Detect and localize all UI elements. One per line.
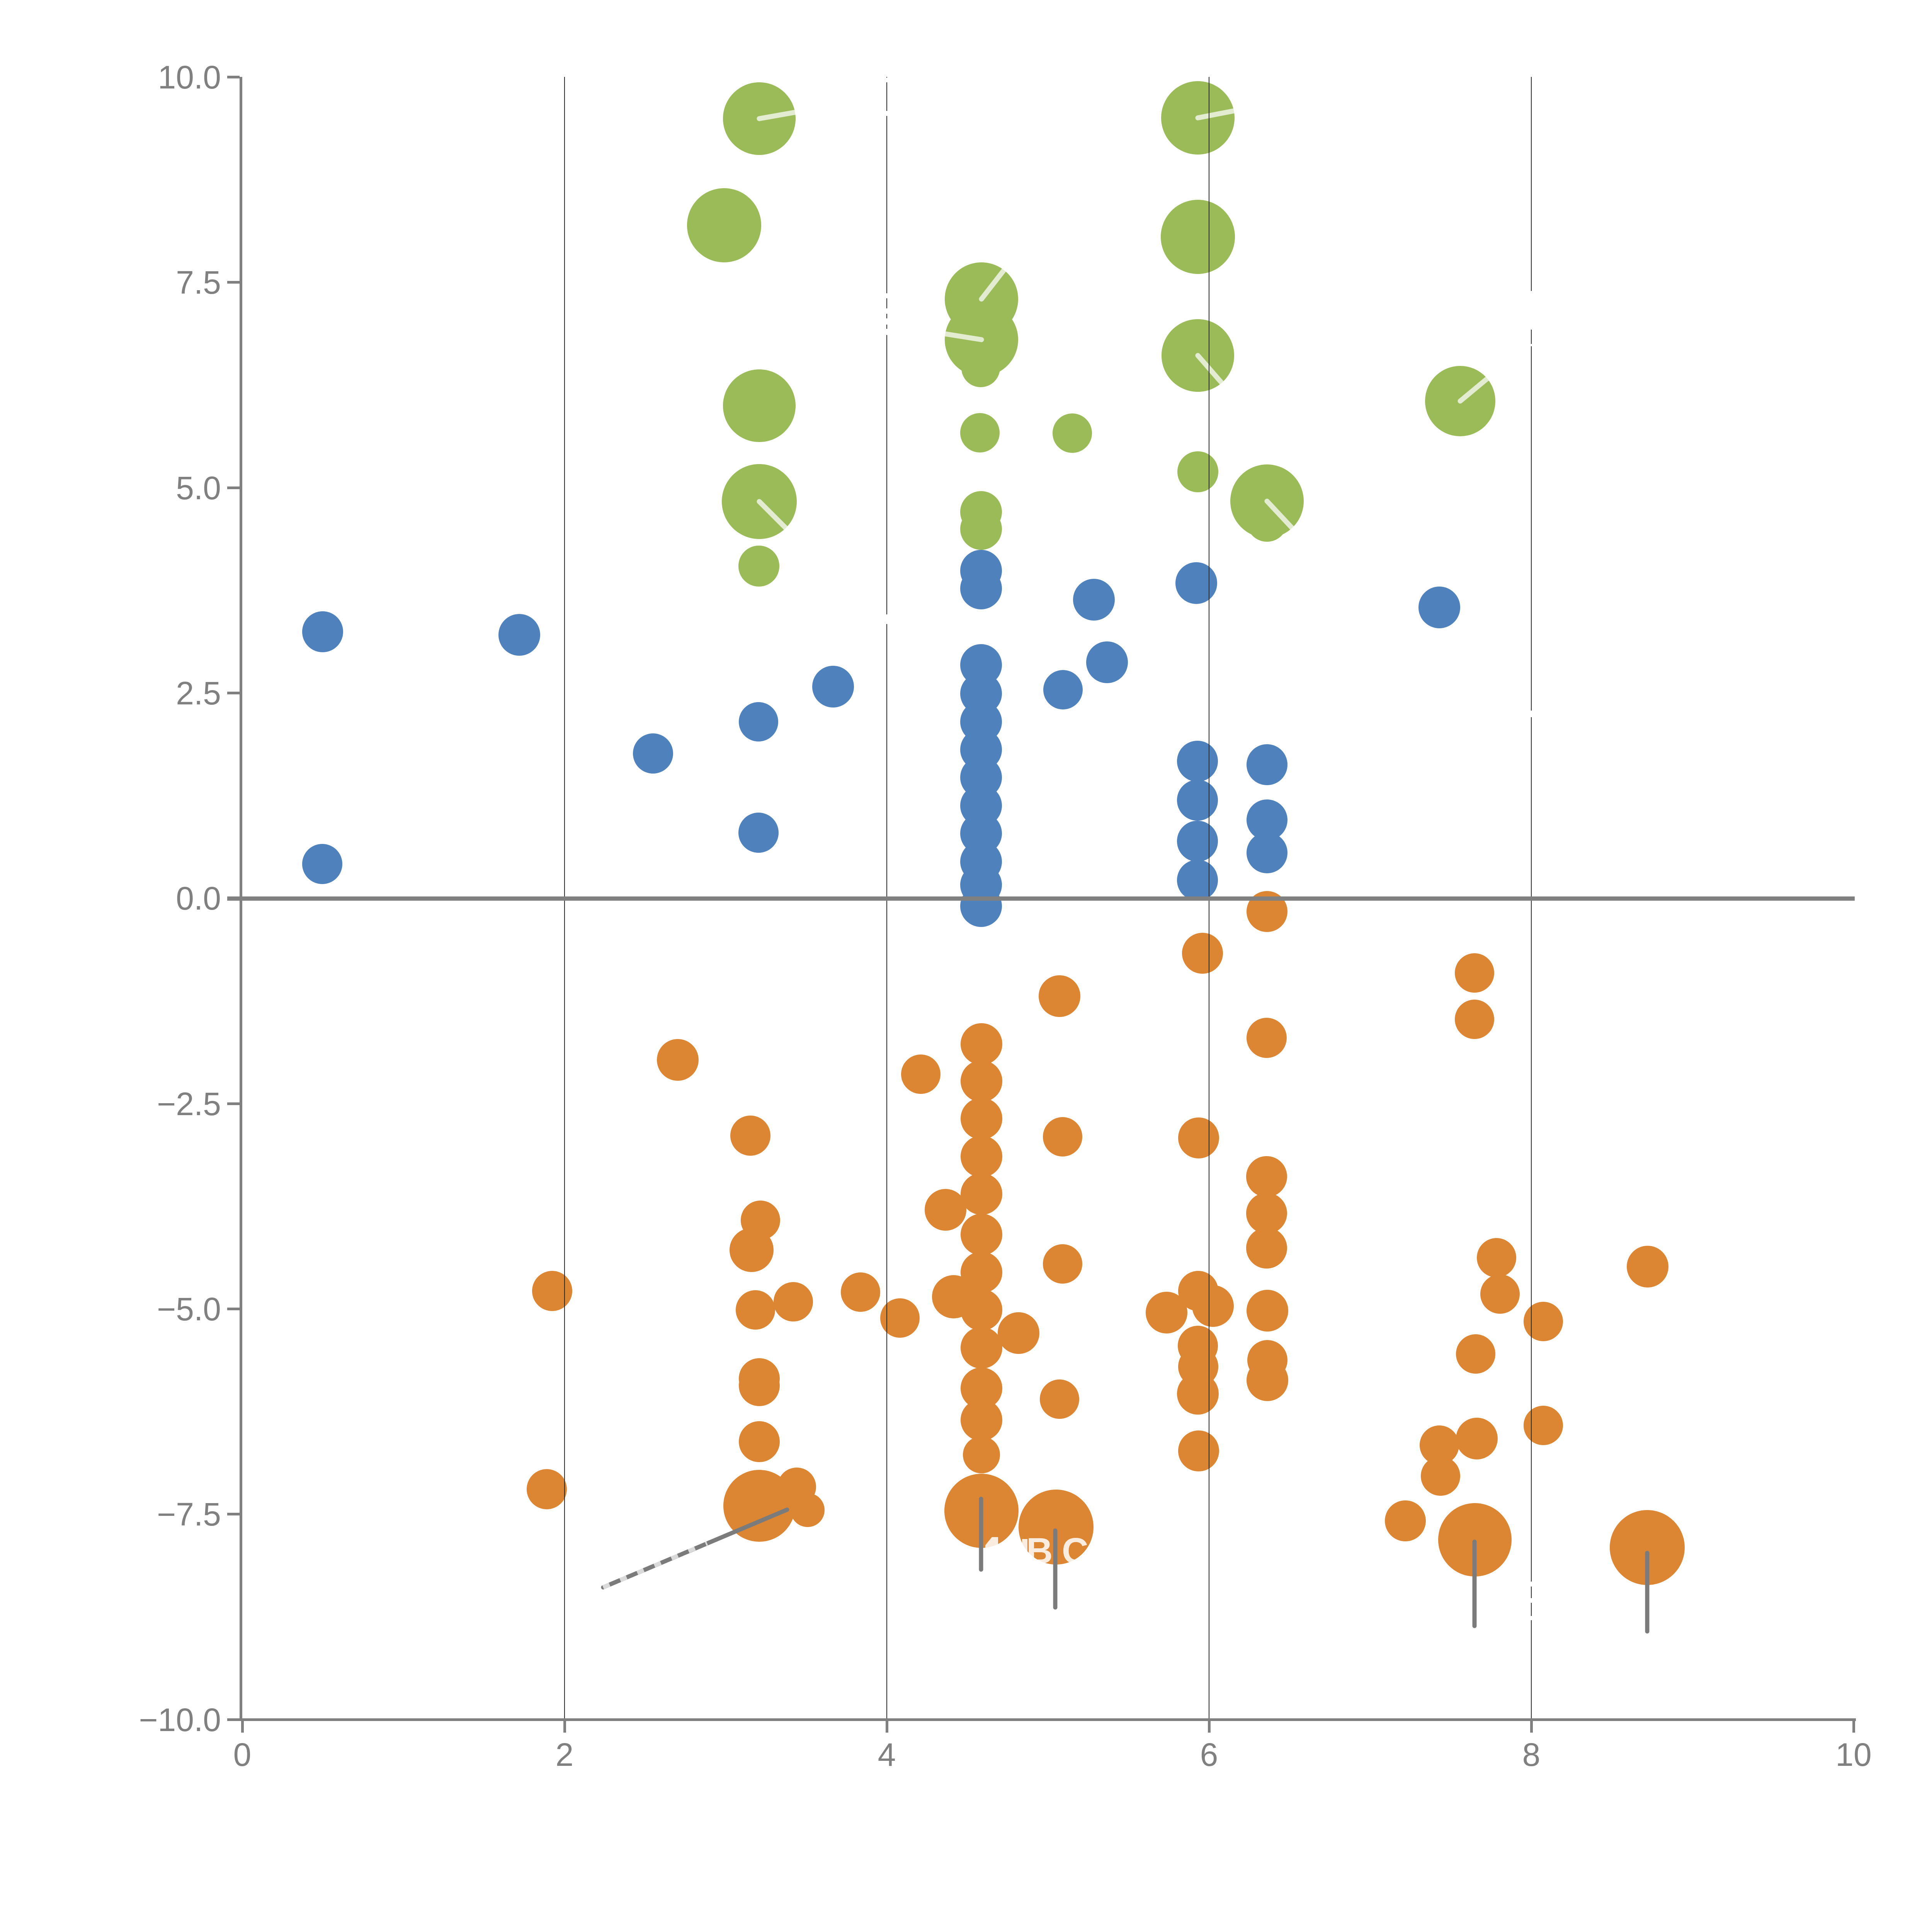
svg-text:8: 8: [1522, 1736, 1541, 1773]
svg-text:0.0: 0.0: [176, 880, 221, 917]
svg-text:0: 0: [233, 1736, 252, 1773]
svg-text:10: 10: [1835, 1736, 1871, 1773]
svg-text:4: 4: [878, 1736, 896, 1773]
svg-text:−5.0: −5.0: [157, 1291, 221, 1327]
svg-text:6: 6: [1200, 1736, 1218, 1773]
svg-text:B: B: [1026, 1531, 1053, 1571]
svg-text:−7.5: −7.5: [157, 1496, 221, 1532]
svg-text:C: C: [1062, 1531, 1088, 1571]
svg-text:−2.5: −2.5: [157, 1086, 221, 1122]
svg-text:2: 2: [556, 1736, 574, 1773]
svg-text:7.5: 7.5: [176, 264, 221, 301]
svg-text:10.0: 10.0: [158, 59, 221, 95]
svg-text:−10.0: −10.0: [139, 1702, 221, 1738]
svg-text:5.0: 5.0: [176, 470, 221, 506]
svg-text:2.5: 2.5: [176, 675, 221, 711]
